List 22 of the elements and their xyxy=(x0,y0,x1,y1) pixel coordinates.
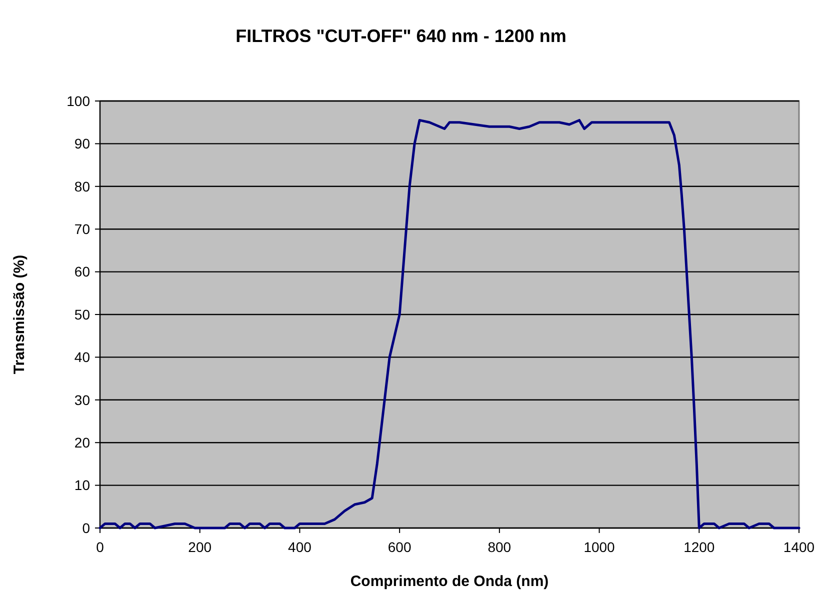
y-tick-label: 60 xyxy=(74,264,90,280)
y-tick-label: 90 xyxy=(74,136,90,152)
x-tick-label: 200 xyxy=(188,539,212,555)
x-tick-label: 1000 xyxy=(584,539,616,555)
y-tick-label: 0 xyxy=(82,520,90,536)
y-tick-label: 10 xyxy=(74,477,90,494)
y-tick-label: 20 xyxy=(74,434,90,450)
x-tick-label: 1400 xyxy=(783,539,815,555)
y-tick-label: 100 xyxy=(66,92,90,109)
x-tick-label: 800 xyxy=(488,539,512,555)
y-tick-label: 30 xyxy=(74,392,90,408)
y-tick-label: 50 xyxy=(74,306,90,322)
chart-title: FILTROS "CUT-OFF" 640 nm - 1200 nm xyxy=(236,26,566,46)
x-tick-label: 400 xyxy=(288,539,312,555)
y-tick-label: 40 xyxy=(74,349,90,366)
x-tick-label: 1200 xyxy=(684,539,715,555)
y-axis-title: Transmissão (%) xyxy=(11,254,28,374)
y-tick-label: 70 xyxy=(74,221,90,237)
x-tick-label: 0 xyxy=(96,539,104,555)
x-tick-label: 600 xyxy=(388,539,412,555)
y-tick-label: 80 xyxy=(74,178,90,194)
x-axis-title: Comprimento de Onda (nm) xyxy=(350,573,549,590)
